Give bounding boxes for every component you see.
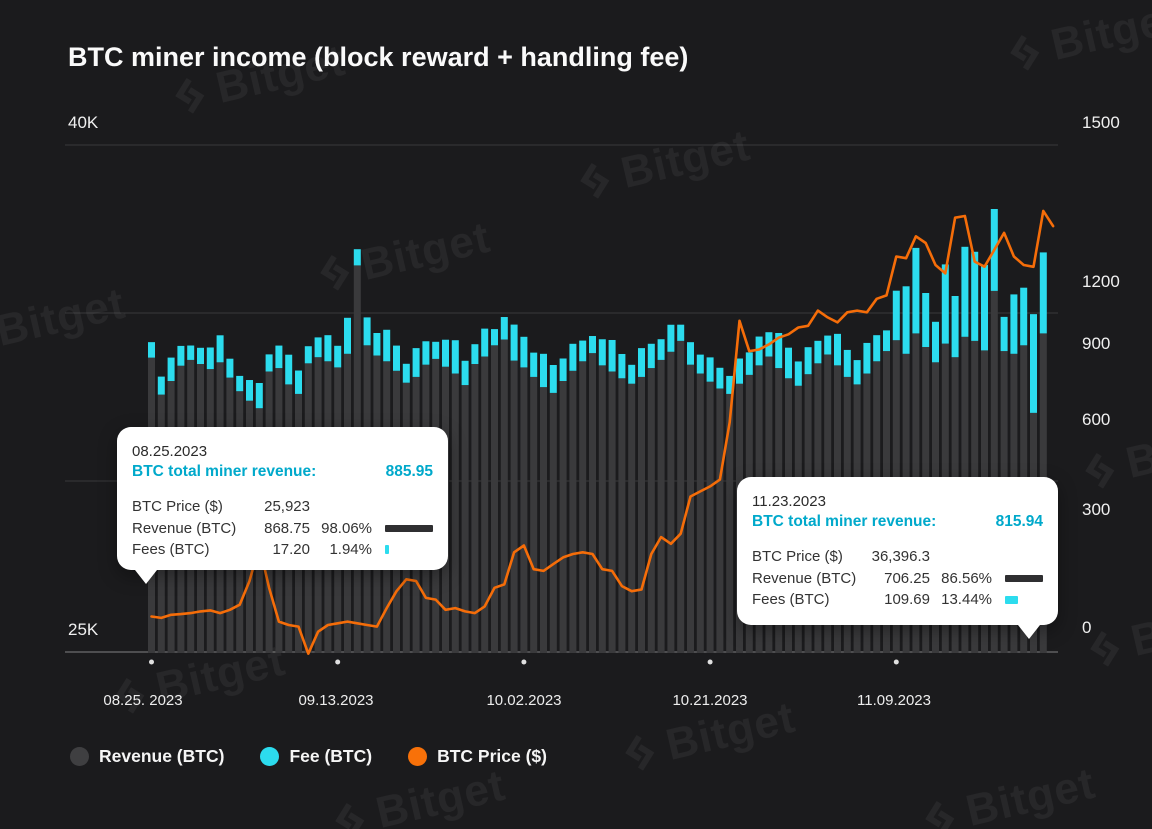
- tooltip-row-revenue: Revenue (BTC) 868.75 98.06%: [132, 518, 433, 540]
- bitget-logo-icon: [625, 734, 655, 771]
- tooltip-total-value: 885.95: [385, 463, 433, 480]
- tooltip-caret: [1018, 625, 1040, 639]
- bitget-watermark: Bitget: [107, 636, 290, 724]
- right-axis-label-1200: 1200: [1082, 272, 1120, 291]
- left-axis-label-25k: 25K: [68, 620, 99, 639]
- tooltip-heading: BTC total miner revenue:: [752, 513, 937, 530]
- x-axis-label-0825: 08.25. 2023: [103, 692, 183, 709]
- bitget-watermark: Bitget: [167, 36, 350, 124]
- tooltip-total-value: 815.94: [995, 513, 1043, 530]
- right-axis-label-900: 900: [1082, 334, 1111, 353]
- tooltip-row-price: BTC Price ($) 36,396.3: [752, 548, 930, 565]
- fee-swatch: [1005, 595, 1018, 604]
- tooltip-caret: [135, 570, 157, 584]
- tooltip-card-1123: 11.23.2023 BTC total miner revenue: 815.…: [737, 477, 1058, 639]
- chart-title: BTC miner income (block reward + handlin…: [68, 42, 689, 72]
- bitget-logo-icon: [1010, 34, 1040, 71]
- tooltip-row-price: BTC Price ($) 25,923: [132, 498, 310, 515]
- bitget-logo-icon: [335, 802, 365, 829]
- bitget-watermark: Bitget: [327, 761, 510, 829]
- bitget-watermark: Bitget: [1077, 411, 1152, 499]
- bitget-logo-icon: [320, 254, 350, 291]
- right-axis-label-0: 0: [1082, 618, 1092, 637]
- legend-item-revenue: Revenue (BTC): [70, 746, 224, 767]
- bitget-watermark: Bitget: [1002, 0, 1152, 81]
- bitget-logo-icon: [580, 162, 610, 199]
- left-axis-label-40k: 40K: [68, 113, 99, 132]
- x-axis-label-1021: 10.21.2023: [672, 692, 748, 709]
- bitget-watermark: Bitget: [917, 759, 1100, 829]
- tooltip-heading: BTC total miner revenue:: [132, 463, 317, 480]
- bitget-logo-icon: [115, 677, 145, 714]
- right-axis-label-300: 300: [1082, 500, 1111, 519]
- revenue-swatch: [1005, 574, 1043, 582]
- bitget-logo-icon: [925, 800, 955, 829]
- fee-swatch: [385, 545, 389, 555]
- x-axis-label-1109: 11.09.2023: [857, 692, 931, 709]
- bitget-logo-icon: [175, 77, 205, 114]
- x-axis-label-0913: 09.13.2023: [298, 692, 374, 709]
- fee-legend-dot: [260, 747, 280, 766]
- right-axis-label-600: 600: [1082, 410, 1111, 429]
- bitget-watermark: Bitget: [572, 121, 755, 209]
- bitget-watermark: Bitget: [312, 213, 495, 301]
- tooltip-row-fees: Fees (BTC) 17.20 1.94%: [132, 539, 433, 561]
- price-legend-dot: [408, 747, 428, 766]
- bitget-watermark: Bitget: [1082, 589, 1152, 677]
- bitget-watermark: Bitget: [617, 693, 800, 781]
- right-axis-label-1500: 1500: [1082, 113, 1120, 132]
- legend: Revenue (BTC) Fee (BTC) BTC Price ($): [70, 746, 547, 767]
- tooltip-date: 08.25.2023: [132, 443, 208, 460]
- x-axis-label-1002: 10.02.2023: [486, 692, 562, 709]
- revenue-swatch: [385, 524, 433, 532]
- legend-item-fee: Fee (BTC): [260, 746, 372, 767]
- bitget-logo-icon: [1085, 452, 1115, 489]
- tooltip-row-revenue: Revenue (BTC) 706.25 86.56%: [752, 568, 1043, 590]
- legend-item-price: BTC Price ($): [408, 746, 547, 767]
- tooltip-date: 11.23.2023: [752, 493, 826, 510]
- tooltip-card-0825: 08.25.2023 BTC total miner revenue: 885.…: [117, 427, 448, 584]
- bitget-logo-icon: [1090, 630, 1120, 667]
- tooltip-row-fees: Fees (BTC) 109.69 13.44%: [752, 589, 1043, 611]
- revenue-legend-dot: [70, 747, 89, 766]
